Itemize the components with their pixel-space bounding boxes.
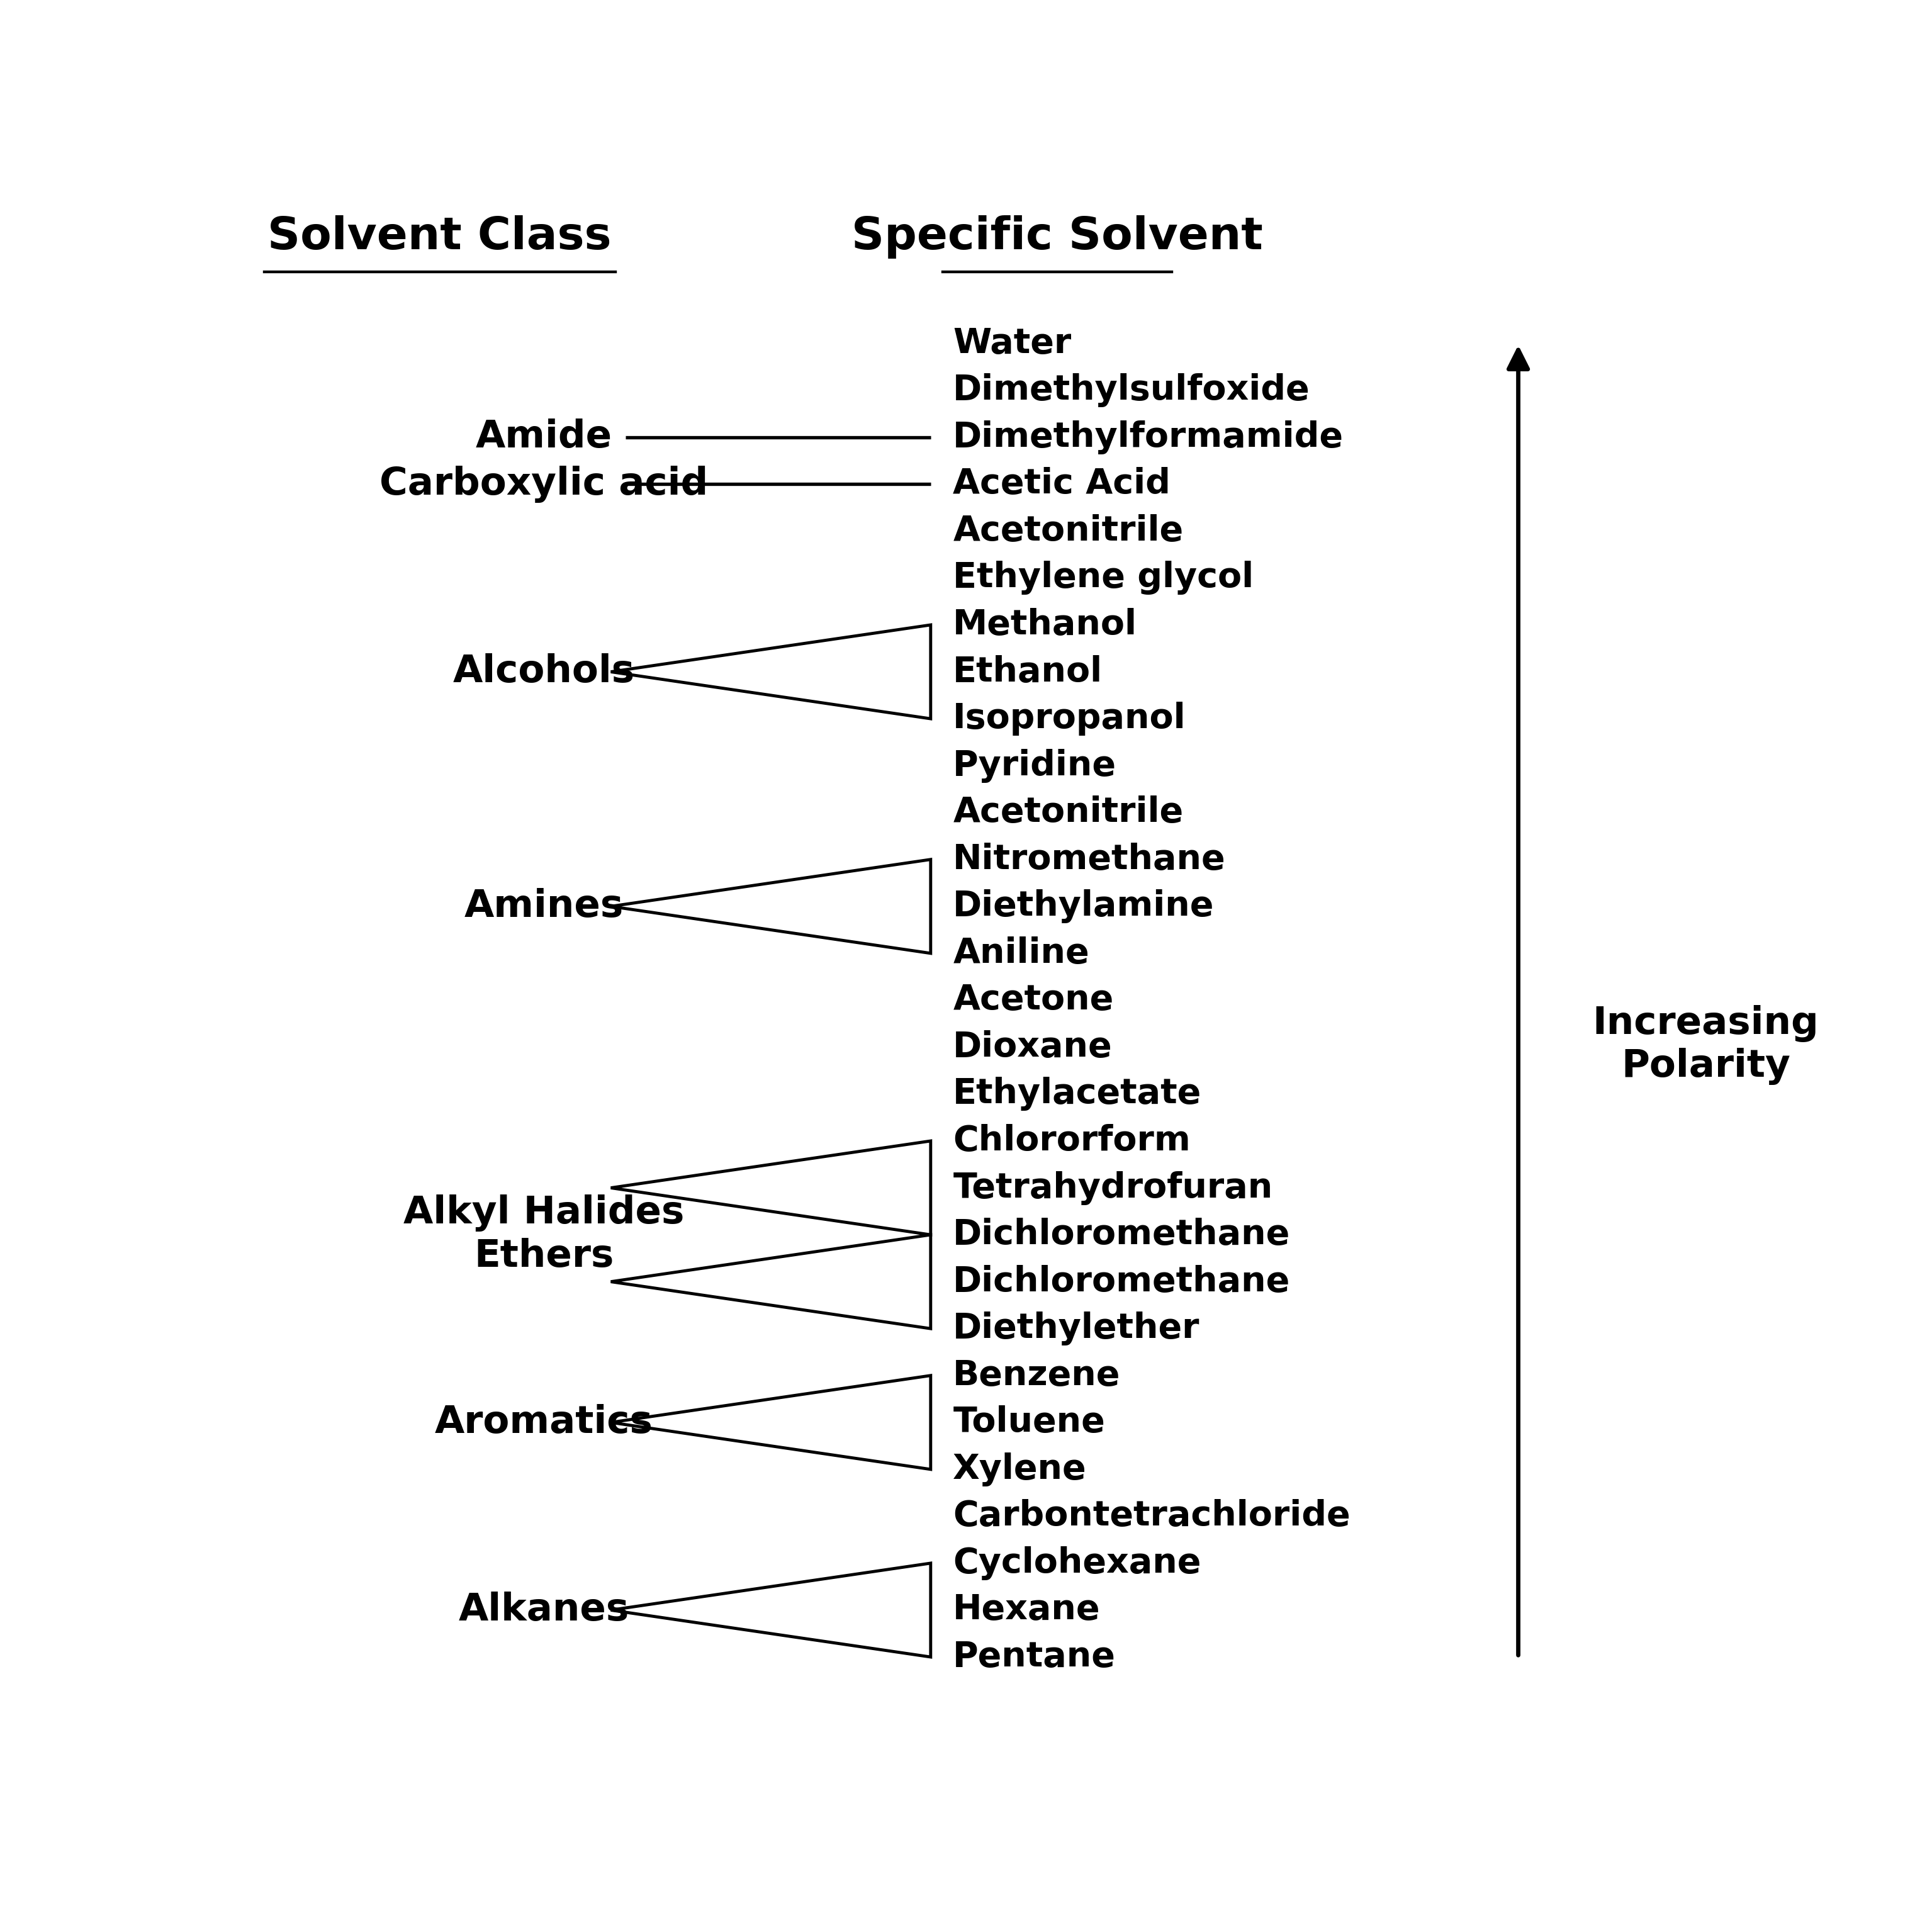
Text: Pyridine: Pyridine <box>952 748 1117 782</box>
Text: Acetonitrile: Acetonitrile <box>952 796 1184 829</box>
Text: Aniline: Aniline <box>952 937 1090 970</box>
Text: Solvent Class: Solvent Class <box>269 214 612 259</box>
Text: Dichloromethane: Dichloromethane <box>952 1217 1291 1252</box>
Text: Carboxylic acid: Carboxylic acid <box>379 466 709 502</box>
Text: Alkyl Halides
Ethers: Alkyl Halides Ethers <box>404 1194 684 1275</box>
Text: Cyclohexane: Cyclohexane <box>952 1546 1202 1580</box>
Text: Dimethylsulfoxide: Dimethylsulfoxide <box>952 373 1310 408</box>
Text: Increasing
Polarity: Increasing Polarity <box>1592 1005 1820 1086</box>
Text: Acetic Acid: Acetic Acid <box>952 468 1171 500</box>
Text: Chlororform: Chlororform <box>952 1124 1190 1157</box>
Text: Amide: Amide <box>475 419 612 456</box>
Text: Amines: Amines <box>464 889 624 925</box>
Text: Alcohols: Alcohols <box>452 653 636 690</box>
Text: Toluene: Toluene <box>952 1405 1105 1439</box>
Text: Acetonitrile: Acetonitrile <box>952 514 1184 549</box>
Text: Pentane: Pentane <box>952 1640 1117 1673</box>
Text: Dimethylformamide: Dimethylformamide <box>952 421 1345 454</box>
Text: Ethylene glycol: Ethylene glycol <box>952 560 1254 595</box>
Text: Ethylacetate: Ethylacetate <box>952 1076 1202 1111</box>
Text: Aromatics: Aromatics <box>435 1405 653 1441</box>
Text: Carbontetrachloride: Carbontetrachloride <box>952 1499 1350 1534</box>
Text: Specific Solvent: Specific Solvent <box>852 214 1264 259</box>
Text: Nitromethane: Nitromethane <box>952 842 1225 877</box>
Text: Benzene: Benzene <box>952 1358 1121 1393</box>
Text: Alkanes: Alkanes <box>458 1592 630 1629</box>
Text: Diethylether: Diethylether <box>952 1312 1200 1345</box>
Text: Methanol: Methanol <box>952 609 1138 641</box>
Text: Diethylamine: Diethylamine <box>952 889 1215 923</box>
Text: Hexane: Hexane <box>952 1594 1101 1627</box>
Text: Dioxane: Dioxane <box>952 1030 1113 1065</box>
Text: Xylene: Xylene <box>952 1453 1088 1486</box>
Text: Acetone: Acetone <box>952 983 1113 1016</box>
Text: Ethanol: Ethanol <box>952 655 1103 690</box>
Text: Dichloromethane: Dichloromethane <box>952 1265 1291 1298</box>
Text: Isopropanol: Isopropanol <box>952 701 1186 736</box>
Text: Water: Water <box>952 327 1072 361</box>
Text: Tetrahydrofuran: Tetrahydrofuran <box>952 1171 1273 1206</box>
